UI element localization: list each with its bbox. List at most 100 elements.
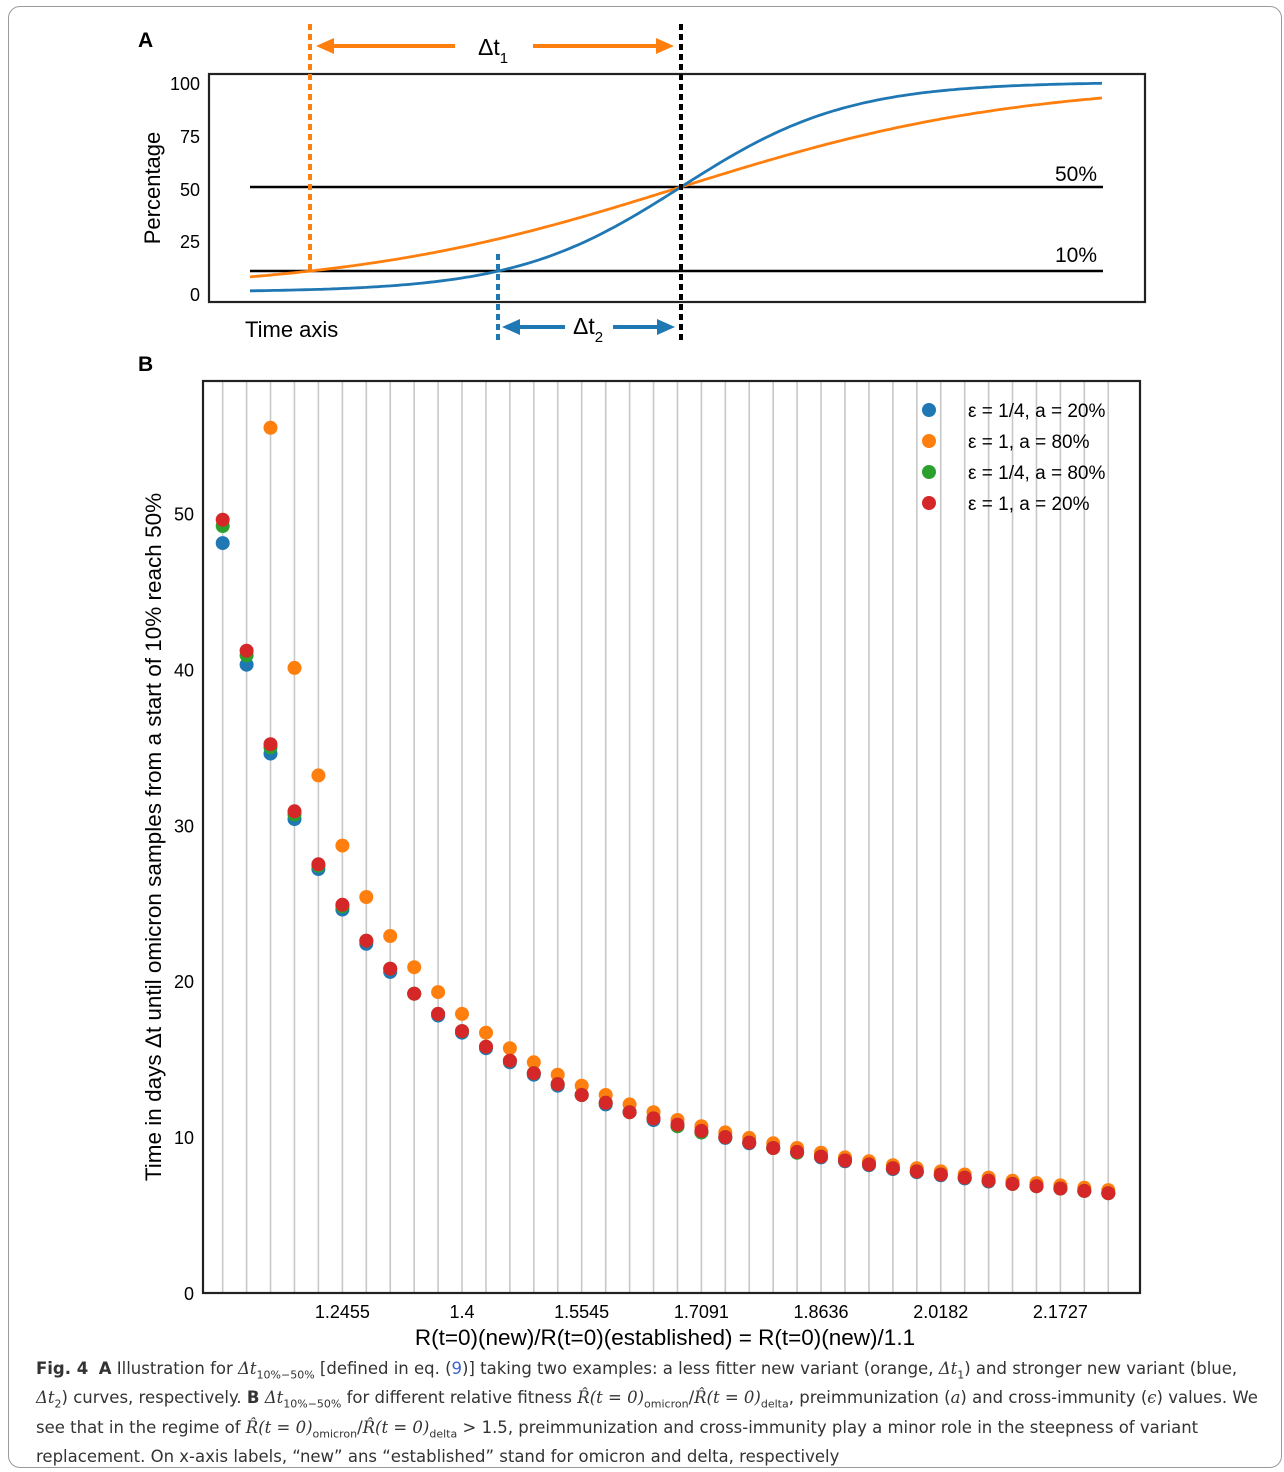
point-series-1-3 [287, 660, 302, 675]
caption-rhat: R̂(t = 0) [694, 1388, 761, 1408]
caption-rhat: R̂(t = 0) [577, 1388, 645, 1408]
point-series-1-9 [431, 985, 446, 1000]
point-series-1-8 [407, 960, 422, 975]
x-tick-label: 1.2455 [315, 1302, 370, 1322]
point-series-3-7 [383, 961, 398, 976]
panel-a-xlabel: Time axis [245, 317, 338, 342]
legend-label-1: ε = 1, a = 80% [968, 432, 1090, 453]
panel-b-xlabel: R(t=0)(new)/R(t=0)(established) = R(t=0)… [415, 1325, 915, 1350]
point-series-0-0 [215, 536, 230, 551]
point-series-3-6 [359, 933, 374, 948]
y-tick-label: 30 [174, 816, 194, 836]
caption-text: [defined in eq. ( [314, 1359, 452, 1378]
panel-a-ytick-25: 25 [180, 232, 200, 252]
x-tick-label: 1.8636 [794, 1302, 849, 1322]
caption-text: > 1.5 [457, 1417, 508, 1437]
point-series-3-2 [263, 737, 278, 752]
caption-dt1-sub: 1 [957, 1368, 965, 1382]
point-series-3-30 [933, 1167, 948, 1182]
point-series-3-11 [479, 1039, 493, 1054]
point-series-3-36 [1077, 1183, 1092, 1198]
figure-caption: Fig. 4 A Illustration for Δt10%−50% [def… [36, 1357, 1261, 1468]
panel-a-label: A [138, 29, 153, 52]
caption-text: / [688, 1388, 695, 1408]
point-series-3-27 [862, 1157, 876, 1172]
point-series-3-34 [1029, 1179, 1044, 1194]
panel-b-ylabel: Time in days Δt until omicron samples fr… [141, 493, 166, 1181]
panel-a-ylabel: Percentage [140, 132, 165, 245]
caption-text: Illustration for [111, 1359, 238, 1378]
x-tick-label: 1.5545 [554, 1302, 609, 1322]
point-series-1-10 [455, 1006, 469, 1021]
legend-marker-1 [922, 434, 936, 448]
point-series-3-25 [814, 1149, 828, 1164]
caption-fig-label: Fig. 4 [36, 1359, 89, 1378]
caption-dt-sub: 10%−50% [283, 1397, 342, 1411]
point-series-1-4 [311, 768, 326, 783]
legend-label-3: ε = 1, a = 20% [968, 494, 1090, 515]
point-series-3-26 [838, 1153, 852, 1168]
figure-canvas: A 100 75 50 25 0 Percentage Time axis 50… [138, 24, 1147, 1350]
caption-sub: omicron [312, 1426, 358, 1440]
caption-panel-b: B [246, 1388, 260, 1408]
caption-sub: delta [760, 1397, 789, 1411]
caption-text: , preimmunization and cross-immunity pla… [36, 1417, 1199, 1466]
caption-text: ) curves, respectively. [61, 1388, 247, 1408]
dt1-label: Δt1 [478, 34, 508, 67]
point-series-3-21 [718, 1130, 733, 1145]
point-series-3-13 [526, 1066, 541, 1081]
point-series-3-17 [622, 1105, 637, 1120]
panel-b-yticks: 0 10 20 30 40 50 [174, 505, 194, 1304]
figure-frame [8, 6, 1282, 1468]
panel-b-label: B [138, 353, 153, 376]
point-series-3-19 [670, 1117, 685, 1132]
point-series-1-11 [479, 1025, 493, 1040]
caption-text: ) and stronger new variant (blue, [964, 1359, 1238, 1378]
point-series-3-12 [502, 1053, 517, 1068]
caption-sub: omicron [644, 1397, 689, 1411]
point-series-3-4 [311, 857, 326, 872]
panel-b-axes [201, 379, 1142, 1295]
point-series-3-22 [742, 1135, 757, 1150]
point-series-3-14 [550, 1077, 565, 1092]
x-tick-label: 1.7091 [674, 1302, 729, 1322]
caption-eq-link[interactable]: 9 [451, 1359, 463, 1378]
legend: ε = 1/4, a = 20% ε = 1, a = 80% ε = 1/4, a… [922, 401, 1105, 515]
point-series-3-16 [598, 1095, 613, 1110]
legend-label-2: ε = 1/4, a = 80% [968, 463, 1105, 484]
point-series-1-6 [359, 890, 374, 904]
point-series-3-33 [1005, 1176, 1020, 1191]
panel-b-xticks: 1.2455 1.4 1.5545 1.7091 1.8636 2.0182 2.1727 [315, 1302, 1088, 1322]
legend-marker-3 [922, 496, 936, 510]
point-series-3-9 [431, 1006, 446, 1021]
caption-dt1: Δt [938, 1359, 958, 1378]
label-50-percent: 50% [1055, 163, 1097, 186]
point-series-3-15 [574, 1088, 589, 1102]
caption-dt2: Δt [36, 1388, 55, 1408]
caption-dt: Δt [264, 1388, 284, 1408]
point-series-3-23 [766, 1141, 781, 1155]
y-tick-label: 40 [174, 660, 194, 680]
panel-a-axes [207, 72, 1147, 304]
point-series-3-3 [287, 804, 302, 819]
point-series-3-32 [981, 1173, 996, 1188]
point-series-3-37 [1101, 1186, 1116, 1201]
y-tick-label: 50 [174, 505, 194, 525]
x-tick-label: 2.1727 [1033, 1302, 1088, 1322]
y-tick-label: 20 [174, 972, 194, 992]
point-series-3-35 [1053, 1181, 1068, 1196]
point-series-3-10 [455, 1024, 469, 1039]
point-series-3-18 [646, 1111, 661, 1126]
caption-epsilon: ϵ [1147, 1388, 1157, 1408]
caption-text: ) values. We see that in the regime of [36, 1388, 1258, 1437]
caption-text: / [357, 1417, 363, 1437]
caption-a: a [950, 1388, 961, 1408]
panel-b: B 1.2455 1.4 1.5545 1.7091 1.8636 2.0182 2.172… [138, 353, 1142, 1350]
caption-dt-sub: 10%−50% [256, 1368, 315, 1382]
point-series-3-31 [957, 1170, 972, 1185]
dt2-arrow: Δt2 [502, 313, 675, 346]
point-series-3-1 [239, 643, 254, 658]
x-tick-label: 2.0182 [913, 1302, 968, 1322]
panel-b-data-points [215, 420, 1116, 1201]
legend-marker-2 [922, 465, 936, 479]
